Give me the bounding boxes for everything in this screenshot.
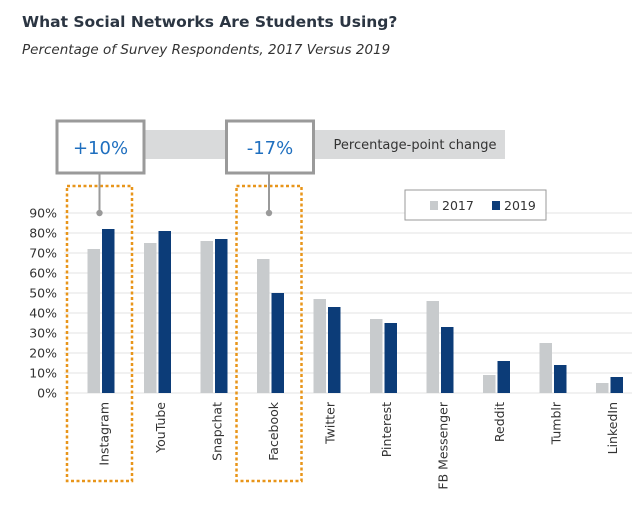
legend-box xyxy=(404,189,547,221)
legend-label: 2019 xyxy=(504,198,536,213)
y-tick-label: 80% xyxy=(29,226,57,241)
x-category-label: Snapchat xyxy=(209,402,224,461)
bar-2017-instagram xyxy=(87,249,100,393)
y-tick-label: 10% xyxy=(29,366,57,381)
x-category-label: Facebook xyxy=(266,401,281,460)
bar-2017-twitter xyxy=(313,299,326,393)
bar-2019-linkedin xyxy=(610,377,623,393)
bar-2017-tumblr xyxy=(539,343,552,393)
highlight-box xyxy=(235,184,303,483)
bar-2019-reddit xyxy=(497,361,510,393)
y-tick-label: 20% xyxy=(29,346,57,361)
y-tick-label: 70% xyxy=(29,246,57,261)
bar-2019-snapchat xyxy=(215,239,228,393)
x-category-label: Tumblr xyxy=(548,401,563,445)
y-tick-label: 60% xyxy=(29,266,57,281)
bar-2019-tumblr xyxy=(554,365,567,393)
bar-2017-facebook xyxy=(257,259,270,393)
y-tick-label: 90% xyxy=(29,206,57,221)
x-category-label: YouTube xyxy=(153,402,168,454)
y-tick-label: 0% xyxy=(37,386,57,401)
bar-2019-twitter xyxy=(328,307,341,393)
bar-2019-facebook xyxy=(271,293,284,393)
legend-swatch-2017 xyxy=(430,201,438,210)
legend-swatch-2019 xyxy=(492,201,500,210)
bar-2019-instagram xyxy=(102,229,115,393)
chart-subtitle: Percentage of Survey Respondents, 2017 V… xyxy=(22,42,391,58)
y-tick-label: 40% xyxy=(29,306,57,321)
x-category-label: FB Messenger xyxy=(435,401,450,489)
legend-label: 2017 xyxy=(442,198,474,213)
bar-2019-fb-messenger xyxy=(441,327,454,393)
x-category-label: Reddit xyxy=(492,402,507,442)
bar-2017-pinterest xyxy=(370,319,383,393)
highlight-box xyxy=(65,184,134,483)
callout-label: -17% xyxy=(247,138,294,159)
x-category-label: Twitter xyxy=(322,401,337,445)
callout-dot xyxy=(96,209,103,217)
callout-box xyxy=(225,119,315,175)
bar-2017-fb-messenger xyxy=(426,301,439,393)
callout-dot xyxy=(265,209,273,217)
bar-2017-linkedin xyxy=(596,383,609,393)
callout-box xyxy=(55,119,146,175)
x-category-label: Instagram xyxy=(96,402,111,466)
bar-2017-reddit xyxy=(483,375,496,393)
x-category-label: LinkedIn xyxy=(605,402,620,454)
chart-title: What Social Networks Are Students Using? xyxy=(22,13,398,31)
band-label: Percentage-point change xyxy=(334,138,497,153)
bar-2019-pinterest xyxy=(384,323,397,393)
bar-2017-youtube xyxy=(144,243,157,393)
x-category-label: Pinterest xyxy=(379,402,394,457)
callout-label: +10% xyxy=(73,138,128,159)
y-tick-label: 50% xyxy=(29,286,57,301)
bar-2019-youtube xyxy=(158,231,171,393)
y-tick-label: 30% xyxy=(29,326,57,341)
bar-2017-snapchat xyxy=(200,241,213,393)
